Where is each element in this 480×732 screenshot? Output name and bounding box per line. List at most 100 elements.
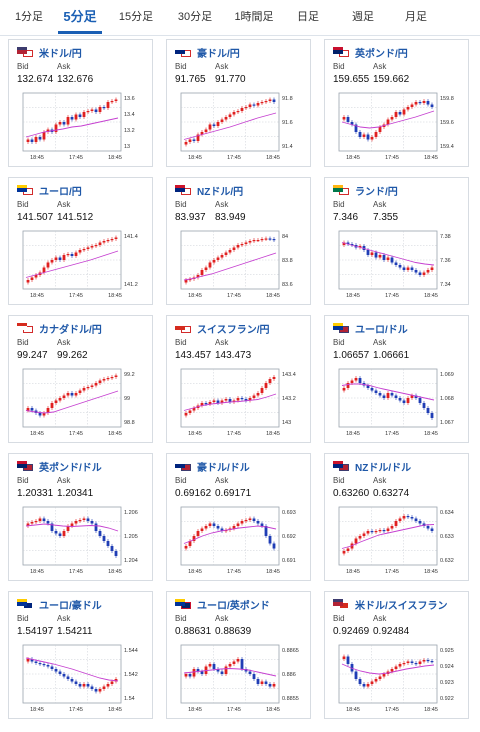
moving-average-line xyxy=(341,663,435,675)
gb-us-flag xyxy=(17,461,33,471)
tab-2[interactable]: 15分足 xyxy=(118,11,154,23)
currency-card[interactable]: 英ポンド/円 Bid Ask 159.655 159.662 159.8 159.6 159.… xyxy=(324,39,469,167)
candle-body xyxy=(370,252,374,255)
pair-name[interactable]: 米ドル/円 xyxy=(39,49,82,60)
candle-body xyxy=(208,523,212,526)
y-tick-label: 98.8 xyxy=(124,420,135,426)
currency-card[interactable]: 米ドル/スイスフラン Bid Ask 0.92469 0.92484 0.925 0.924… xyxy=(324,591,469,719)
pair-name[interactable]: NZドル/円 xyxy=(197,187,244,198)
currency-card[interactable]: ランド/円 Bid Ask 7.346 7.355 7.38 7.36 7.34 18:45 17… xyxy=(324,177,469,305)
currency-card[interactable]: ユーロ/円 Bid Ask 141.507 141.512 141.4 141.2 18:45… xyxy=(8,177,153,305)
pair-name[interactable]: 英ポンド/ドル xyxy=(39,463,102,474)
candle-body xyxy=(102,686,106,689)
y-tick-label: 159.6 xyxy=(440,120,454,126)
candle-body xyxy=(350,122,354,125)
candle-body xyxy=(406,661,410,663)
y-tick-label: 13.2 xyxy=(124,128,135,134)
candle-body xyxy=(390,393,394,396)
pair-name[interactable]: ユーロ/ドル xyxy=(355,325,408,336)
pair-name[interactable]: NZドル/ドル xyxy=(355,463,412,474)
x-tick-label: 18:45 xyxy=(30,707,44,713)
tab-7[interactable]: 月足 xyxy=(405,11,427,23)
currency-card[interactable]: 豪ドル/円 Bid Ask 91.765 91.770 91.8 91.6 91.4 18:45… xyxy=(166,39,311,167)
y-tick-label: 83.6 xyxy=(282,282,293,288)
tab-5[interactable]: 日足 xyxy=(297,11,319,23)
currency-card[interactable]: 米ドル/円 Bid Ask 132.674 132.676 13.6 13.4 13.2 13 1… xyxy=(8,39,153,167)
x-tick-label: 18:45 xyxy=(266,707,280,713)
candle-body xyxy=(70,393,74,396)
ask-label: Ask xyxy=(215,200,229,209)
y-tick-label: 0.632 xyxy=(440,558,454,564)
currency-card[interactable]: 英ポンド/ドル Bid Ask 1.20331 1.20341 1.206 1.205 1.2… xyxy=(8,453,153,581)
ask-value: 83.949 xyxy=(215,212,246,223)
candle-body xyxy=(196,531,200,536)
pair-name[interactable]: 豪ドル/円 xyxy=(197,49,240,60)
pair-name[interactable]: ランド/円 xyxy=(355,187,398,198)
currency-card[interactable]: ユーロ/英ポンド Bid Ask 0.88631 0.88639 0.8865 0.886 0… xyxy=(166,591,311,719)
candle-body xyxy=(394,395,398,398)
candle-body xyxy=(406,267,410,270)
candle-body xyxy=(74,393,78,396)
moving-average-line xyxy=(25,117,119,138)
bid-label: Bid xyxy=(333,338,345,347)
candle-body xyxy=(70,117,74,120)
candle-body xyxy=(50,403,54,408)
bid-value: 0.88631 xyxy=(175,626,212,637)
bid-label: Bid xyxy=(333,62,345,71)
pair-name[interactable]: 米ドル/スイスフラン xyxy=(355,601,448,612)
eu-au-flag xyxy=(17,599,33,609)
candle-body xyxy=(244,107,248,109)
candle-body xyxy=(366,250,370,255)
pair-name[interactable]: カナダドル/円 xyxy=(39,325,102,336)
pair-name[interactable]: 豪ドル/ドル xyxy=(197,463,250,474)
y-tick-label: 83.8 xyxy=(282,258,293,264)
tab-3[interactable]: 30分足 xyxy=(177,11,213,23)
tab-1[interactable]: 5分足 xyxy=(58,0,102,34)
candle-body xyxy=(406,107,410,110)
candle-body xyxy=(200,671,204,674)
x-tick-label: 17:45 xyxy=(69,707,83,713)
currency-card[interactable]: NZドル/ドル Bid Ask 0.63260 0.63274 0.634 0.633 0.6… xyxy=(324,453,469,581)
currency-card[interactable]: NZドル/円 Bid Ask 83.937 83.949 84 83.8 83.6 18:45 1… xyxy=(166,177,311,305)
bid-label: Bid xyxy=(17,62,29,71)
currency-card[interactable]: 豪ドル/ドル Bid Ask 0.69162 0.69171 0.693 0.692 0.69… xyxy=(166,453,311,581)
candle-body xyxy=(70,523,74,526)
y-tick-label: 1.205 xyxy=(124,534,138,540)
currency-card[interactable]: スイスフラン/円 Bid Ask 143.457 143.473 143.4 143.2 14… xyxy=(166,315,311,443)
candle-body xyxy=(260,239,264,241)
candle-body xyxy=(78,114,82,117)
currency-card[interactable]: ユーロ/ドル Bid Ask 1.06657 1.06661 1.069 1.068 1.06… xyxy=(324,315,469,443)
pair-name[interactable]: スイスフラン/円 xyxy=(197,325,270,336)
currency-card[interactable]: ユーロ/豪ドル Bid Ask 1.54197 1.54211 1.544 1.542 1.5… xyxy=(8,591,153,719)
candle-body xyxy=(216,257,220,260)
candle-body xyxy=(350,380,354,383)
pair-name[interactable]: ユーロ/豪ドル xyxy=(39,601,102,612)
pair-name[interactable]: ユーロ/英ポンド xyxy=(197,601,270,612)
candle-body xyxy=(66,526,70,531)
currency-card[interactable]: カナダドル/円 Bid Ask 99.247 99.262 99.2 99 98.8 18:45… xyxy=(8,315,153,443)
candle-body xyxy=(208,262,212,268)
candle-body xyxy=(342,117,346,120)
card-header: カナダドル/円 xyxy=(17,321,152,336)
candle-body xyxy=(232,526,236,529)
candle-body xyxy=(358,132,362,137)
tab-4[interactable]: 1時間足 xyxy=(234,11,274,23)
candle-body xyxy=(418,521,422,524)
us-ch-flag xyxy=(333,599,349,609)
tab-6[interactable]: 週足 xyxy=(352,11,374,23)
y-tick-label: 0.923 xyxy=(440,680,454,686)
candle-body xyxy=(62,674,66,677)
candle-body xyxy=(30,659,34,662)
moving-average-line xyxy=(183,525,277,544)
bid-value: 83.937 xyxy=(175,212,206,223)
candle-body xyxy=(386,119,390,125)
ask-value: 1.20341 xyxy=(57,488,94,499)
y-tick-label: 13 xyxy=(124,144,130,150)
tab-0[interactable]: 1分足 xyxy=(14,11,44,23)
candle-body xyxy=(90,246,94,248)
pair-name[interactable]: 英ポンド/円 xyxy=(355,49,408,60)
pair-name[interactable]: ユーロ/円 xyxy=(39,187,82,198)
moving-average-line xyxy=(341,383,435,401)
